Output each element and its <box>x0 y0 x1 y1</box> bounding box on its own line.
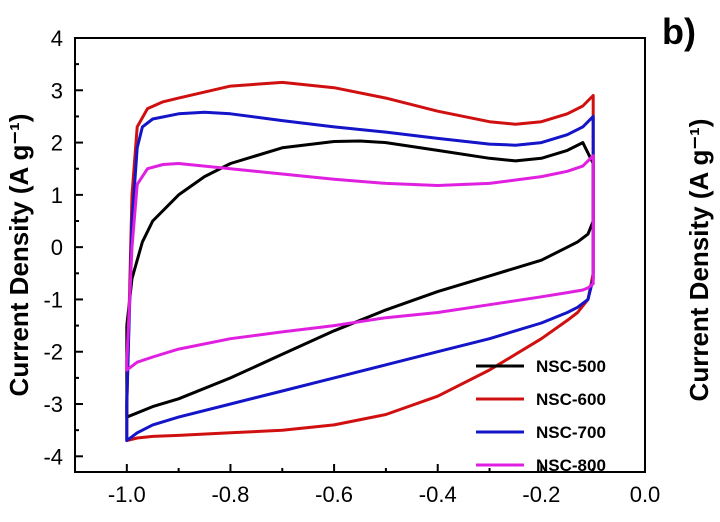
legend-label: NSC-600 <box>536 390 606 409</box>
x-tick-label: -0.8 <box>211 482 249 507</box>
y-tick-label: -4 <box>43 444 63 469</box>
series-line-3 <box>125 110 595 443</box>
legend: NSC-500 NSC-600 NSC-700 NSC-800 <box>476 357 606 475</box>
legend-label: NSC-500 <box>536 357 606 376</box>
x-tick-label: -0.4 <box>419 482 457 507</box>
y-tick-label: 1 <box>51 183 63 208</box>
y-tick-label: -3 <box>43 392 63 417</box>
panel-label: b) <box>662 11 696 52</box>
legend-label: NSC-800 <box>536 456 606 475</box>
plot-frame <box>74 37 646 473</box>
x-tick-label: -0.6 <box>315 482 353 507</box>
y-tick-label: -1 <box>43 287 63 312</box>
x-tick-label: -0.2 <box>522 482 560 507</box>
y-axis-label: Current Density (A g⁻¹) <box>4 114 34 397</box>
series-line-2 <box>125 80 595 443</box>
x-tick-label: 0.0 <box>630 482 661 507</box>
y-axis-label-cut: Current Density (A g⁻¹) <box>684 119 714 402</box>
legend-label: NSC-700 <box>536 423 606 442</box>
series-line-1 <box>125 139 595 419</box>
x-tick-label: -1.0 <box>108 482 146 507</box>
y-tick-label: 4 <box>51 26 63 51</box>
y-tick-label: 3 <box>51 78 63 103</box>
series-line-4 <box>125 154 595 372</box>
y-tick-label: 2 <box>51 131 63 156</box>
plot-curves <box>125 80 595 443</box>
y-tick-label: 0 <box>51 235 63 260</box>
axis-ticks: -1.0 -0.8 -0.6 -0.4 -0.2 0.0 -4 -3 -2 -1 0 1 2 3 4 <box>43 26 660 507</box>
y-tick-label: -2 <box>43 340 63 365</box>
